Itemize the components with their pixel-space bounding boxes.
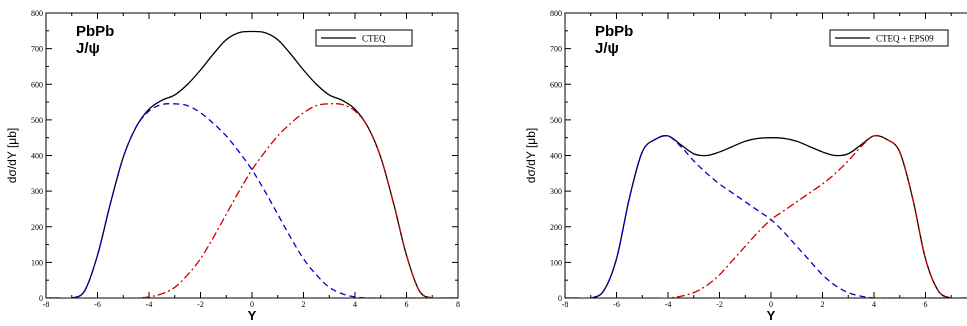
series-group xyxy=(46,30,458,298)
series-line-blue-dashed xyxy=(46,103,458,298)
series-line-cteq xyxy=(46,30,458,298)
x-tick-label: 8 xyxy=(456,300,460,309)
x-tick-label: 4 xyxy=(353,300,357,309)
x-tick-label: -2 xyxy=(716,300,723,309)
x-tick-label: 0 xyxy=(250,300,254,309)
x-tick-label: -6 xyxy=(94,300,101,309)
x-tick-label: 2 xyxy=(302,300,306,309)
series-group xyxy=(565,134,967,298)
legend-box xyxy=(829,29,949,47)
y-tick-label: 400 xyxy=(31,152,43,161)
y-axis-label: dσ/dY [μb] xyxy=(524,128,538,183)
y-axis-label: dσ/dY [μb] xyxy=(5,128,19,183)
chart-subtitle: J/ψ xyxy=(76,40,100,57)
legend: CTEQ + EPS09 xyxy=(829,29,949,47)
y-tick-label: 300 xyxy=(550,187,562,196)
x-tick-label: -2 xyxy=(197,300,204,309)
y-tick-label: 200 xyxy=(550,223,562,232)
y-tick-label: 0 xyxy=(39,294,43,303)
y-tick-label: 200 xyxy=(31,223,43,232)
y-tick-label: 100 xyxy=(550,258,562,267)
legend-box xyxy=(315,29,413,47)
chart-title: PbPb xyxy=(76,23,114,40)
x-tick-label: -8 xyxy=(43,300,50,309)
legend-label: CTEQ xyxy=(362,34,386,44)
x-tick-label: -4 xyxy=(146,300,153,309)
y-tick-label: 500 xyxy=(31,116,43,125)
x-tick-label: -8 xyxy=(562,300,569,309)
y-tick-label: 700 xyxy=(31,45,43,54)
chart-panel-2: -8-6-4-2024680100200300400500600700800Yd… xyxy=(524,9,967,323)
x-tick-label: 0 xyxy=(769,300,773,309)
legend: CTEQ xyxy=(315,29,413,47)
x-tick-label: 6 xyxy=(405,300,409,309)
y-tick-label: 400 xyxy=(550,152,562,161)
chart-subtitle: J/ψ xyxy=(595,40,619,57)
y-tick-label: 300 xyxy=(31,187,43,196)
y-tick-label: 700 xyxy=(550,45,562,54)
x-axis-label: Y xyxy=(767,308,776,323)
x-tick-label: 6 xyxy=(924,300,928,309)
y-tick-label: 600 xyxy=(550,80,562,89)
y-tick-label: 600 xyxy=(31,80,43,89)
x-tick-label: -4 xyxy=(665,300,672,309)
x-tick-label: 2 xyxy=(821,300,825,309)
chart-panel-1: -8 -6 -4 -2 0 2 4 6 8 0 100 200 300 400 500 600 700 800 Yd… xyxy=(5,9,460,323)
chart-title: PbPb xyxy=(595,23,633,40)
series-line-cteq-eps09 xyxy=(565,135,967,298)
x-axis-label: Y xyxy=(248,308,257,323)
y-tick-label: 800 xyxy=(31,9,43,18)
y-tick-label: 500 xyxy=(550,116,562,125)
y-tick-label: 100 xyxy=(31,258,43,267)
series-line-red-dashdot xyxy=(46,103,458,298)
x-tick-label: -6 xyxy=(613,300,620,309)
y-tick-label: 800 xyxy=(550,9,562,18)
x-tick-label: 4 xyxy=(872,300,876,309)
legend-label: CTEQ + EPS09 xyxy=(876,34,934,44)
plot-frame xyxy=(45,12,459,299)
plot-frame xyxy=(564,12,967,299)
y-tick-label: 0 xyxy=(558,294,562,303)
series-line-red-dashdot xyxy=(565,134,967,298)
